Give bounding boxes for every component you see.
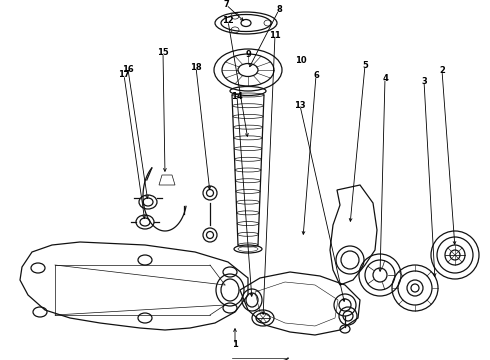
Text: 12: 12 [222, 16, 234, 25]
Text: 18: 18 [190, 63, 202, 72]
Text: 11: 11 [269, 31, 281, 40]
Text: 17: 17 [118, 71, 130, 79]
Text: 8: 8 [276, 5, 282, 14]
Text: 14: 14 [231, 91, 243, 100]
Text: 4: 4 [382, 74, 388, 83]
Text: 10: 10 [295, 56, 307, 65]
Text: 13: 13 [294, 101, 306, 110]
Text: 6: 6 [313, 71, 319, 80]
Text: 5: 5 [362, 61, 368, 70]
Text: 2: 2 [439, 66, 445, 75]
Text: 1: 1 [232, 341, 238, 349]
Text: 15: 15 [157, 48, 169, 57]
Text: 3: 3 [421, 77, 427, 85]
Text: 16: 16 [122, 65, 134, 74]
Text: 9: 9 [245, 50, 251, 59]
Text: 7: 7 [223, 0, 229, 9]
